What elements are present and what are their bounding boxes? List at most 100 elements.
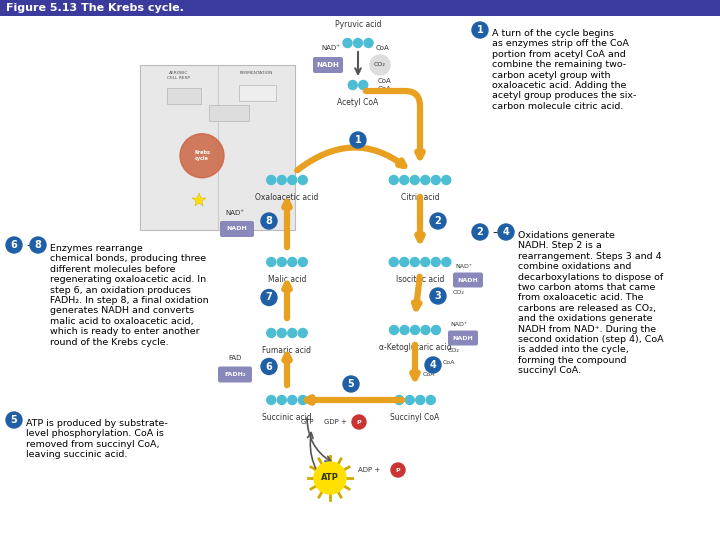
- Circle shape: [343, 38, 352, 48]
- Text: 6: 6: [11, 240, 17, 250]
- Circle shape: [354, 38, 362, 48]
- Circle shape: [390, 326, 398, 334]
- Text: FAD: FAD: [228, 355, 242, 361]
- Circle shape: [430, 213, 446, 229]
- Circle shape: [442, 258, 451, 267]
- Text: ADP +: ADP +: [358, 467, 380, 473]
- Circle shape: [266, 395, 276, 404]
- Text: –: –: [490, 227, 501, 237]
- Text: Krebs
cycle: Krebs cycle: [194, 150, 210, 161]
- Circle shape: [472, 22, 488, 38]
- Circle shape: [343, 376, 359, 392]
- Text: NAD⁺: NAD⁺: [455, 265, 472, 269]
- Text: GTP: GTP: [300, 419, 314, 425]
- Circle shape: [420, 258, 430, 267]
- Text: CO₂: CO₂: [448, 348, 460, 353]
- Circle shape: [431, 258, 440, 267]
- Circle shape: [390, 176, 398, 185]
- Circle shape: [277, 328, 287, 338]
- Text: 2: 2: [477, 227, 483, 237]
- Circle shape: [410, 258, 419, 267]
- Text: Succinic acid: Succinic acid: [262, 413, 312, 422]
- Circle shape: [277, 258, 287, 267]
- Circle shape: [261, 359, 277, 375]
- Circle shape: [364, 38, 373, 48]
- Circle shape: [431, 326, 441, 334]
- Circle shape: [425, 357, 441, 373]
- Text: CO₂: CO₂: [374, 63, 386, 68]
- Circle shape: [350, 132, 366, 148]
- Text: CO₂: CO₂: [453, 289, 465, 294]
- Circle shape: [415, 395, 425, 404]
- Text: P: P: [396, 468, 400, 472]
- Text: 5: 5: [11, 415, 17, 425]
- Circle shape: [298, 395, 307, 404]
- Circle shape: [426, 395, 436, 404]
- Circle shape: [410, 176, 419, 185]
- Text: 4: 4: [503, 227, 509, 237]
- Text: Fumaric acid: Fumaric acid: [263, 346, 312, 355]
- Circle shape: [390, 258, 398, 267]
- FancyBboxPatch shape: [167, 88, 201, 104]
- Text: NAD⁺: NAD⁺: [225, 210, 245, 216]
- Text: Figure 5.13 The Krebs cycle.: Figure 5.13 The Krebs cycle.: [6, 3, 184, 13]
- FancyBboxPatch shape: [140, 65, 295, 230]
- Circle shape: [472, 224, 488, 240]
- Text: NADH: NADH: [317, 62, 339, 68]
- Text: CoA: CoA: [443, 360, 456, 365]
- Circle shape: [266, 328, 276, 338]
- Circle shape: [420, 176, 430, 185]
- Circle shape: [277, 395, 287, 404]
- FancyBboxPatch shape: [209, 105, 249, 121]
- Text: 5: 5: [348, 379, 354, 389]
- Text: 8: 8: [266, 216, 272, 226]
- Circle shape: [288, 395, 297, 404]
- Circle shape: [359, 80, 368, 90]
- Text: P: P: [356, 420, 361, 424]
- Text: Citric acid: Citric acid: [401, 193, 439, 202]
- Circle shape: [298, 258, 307, 267]
- Circle shape: [266, 258, 276, 267]
- Text: Oxidations generate
NADH. Step 2 is a
rearrangement. Steps 3 and 4
combine oxida: Oxidations generate NADH. Step 2 is a re…: [518, 231, 664, 375]
- Text: CoA: CoA: [378, 78, 392, 84]
- Circle shape: [421, 326, 430, 334]
- Text: NADH: NADH: [453, 335, 473, 341]
- Circle shape: [266, 176, 276, 185]
- Text: NAD⁺: NAD⁺: [450, 322, 467, 327]
- Text: 6: 6: [266, 361, 272, 372]
- Circle shape: [6, 237, 22, 253]
- Text: FERMENTATION: FERMENTATION: [240, 71, 273, 75]
- FancyBboxPatch shape: [218, 367, 252, 382]
- Text: CoA: CoA: [423, 373, 436, 377]
- Circle shape: [288, 176, 297, 185]
- Text: NADH: NADH: [227, 226, 248, 232]
- Circle shape: [261, 289, 277, 306]
- Text: ATP is produced by substrate-
level phosphorylation. CoA is
removed from succiny: ATP is produced by substrate- level phos…: [26, 419, 168, 459]
- Circle shape: [391, 463, 405, 477]
- Circle shape: [370, 55, 390, 75]
- Circle shape: [30, 237, 46, 253]
- Text: Enzymes rearrange
chemical bonds, producing three
different molecules before
reg: Enzymes rearrange chemical bonds, produc…: [50, 244, 209, 347]
- Text: GDP +: GDP +: [323, 419, 346, 425]
- Text: α-Ketoglutaric acid: α-Ketoglutaric acid: [379, 343, 451, 352]
- Circle shape: [352, 415, 366, 429]
- Circle shape: [400, 326, 409, 334]
- Circle shape: [180, 134, 224, 178]
- Text: Pyruvic acid: Pyruvic acid: [335, 20, 382, 29]
- Text: 7: 7: [266, 293, 272, 302]
- Circle shape: [314, 462, 346, 494]
- FancyBboxPatch shape: [220, 221, 254, 237]
- Text: 8: 8: [35, 240, 42, 250]
- Text: CoA: CoA: [376, 45, 390, 51]
- Text: –: –: [24, 240, 35, 250]
- FancyBboxPatch shape: [239, 85, 276, 101]
- Text: 1: 1: [355, 135, 361, 145]
- Circle shape: [348, 80, 357, 90]
- Text: NADH: NADH: [458, 278, 478, 282]
- Text: CoA: CoA: [378, 86, 392, 92]
- Circle shape: [395, 395, 404, 404]
- Text: Malic acid: Malic acid: [268, 275, 306, 284]
- FancyBboxPatch shape: [313, 57, 343, 73]
- Text: AEROBIC
CELL RESP.: AEROBIC CELL RESP.: [167, 71, 191, 79]
- Circle shape: [410, 326, 420, 334]
